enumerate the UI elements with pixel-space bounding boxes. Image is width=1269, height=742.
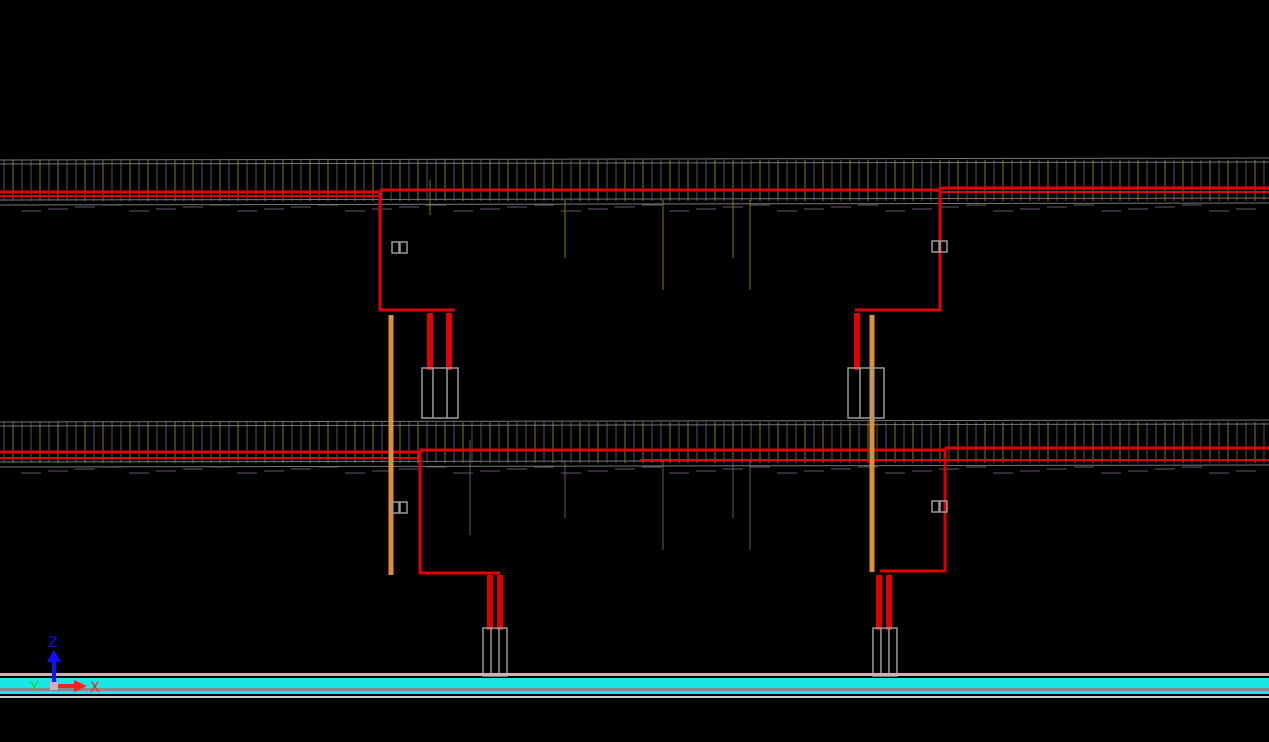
axis-z-label: Z	[48, 635, 58, 651]
upper-pipe-rack	[0, 157, 1269, 206]
pipe-rack-hangers	[0, 160, 1265, 550]
lower-pipe-rack	[0, 419, 1269, 468]
orange-columns	[388, 315, 875, 575]
red-pipes	[0, 186, 1269, 630]
axis-y-label: Y	[29, 680, 39, 696]
axis-triad-icon: Z Y X	[29, 635, 100, 696]
axis-x-label: X	[90, 680, 100, 696]
ground-plane	[0, 673, 1269, 698]
